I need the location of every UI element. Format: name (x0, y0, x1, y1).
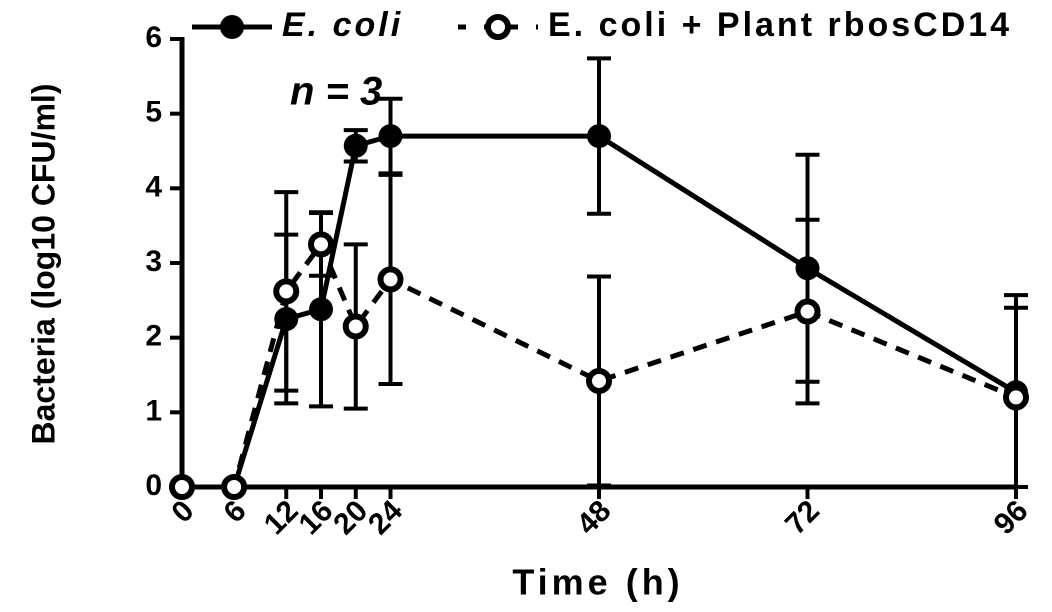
marker (587, 124, 611, 149)
marker (273, 278, 300, 305)
marker (309, 297, 333, 322)
marker (308, 231, 334, 258)
x-axis-label: Time (h) (512, 562, 683, 603)
marker (586, 367, 612, 394)
marker (794, 298, 821, 325)
marker (1003, 384, 1029, 411)
x-tick-label: 72 (779, 494, 826, 541)
legend-label: E. coli + Plant rbosCD14 (548, 6, 1012, 44)
marker (378, 124, 403, 149)
marker (377, 266, 404, 293)
y-axis-label: Bacteria (log10 CFU/ml) (25, 84, 61, 445)
y-tick-label: 5 (145, 96, 162, 129)
x-tick-label: 24 (362, 494, 409, 541)
legend-marker (485, 14, 511, 40)
y-tick-label: 3 (145, 245, 162, 278)
y-tick-label: 4 (145, 170, 162, 203)
y-tick-label: 0 (145, 469, 162, 502)
y-tick-label: 1 (145, 394, 162, 427)
annotation: n = 3 (290, 70, 382, 114)
marker (169, 474, 195, 500)
y-tick-label: 2 (145, 320, 162, 353)
legend-label: E. coli (282, 6, 403, 44)
x-tick-label: 48 (571, 494, 618, 541)
marker (342, 313, 369, 340)
x-tick-label: 96 (988, 494, 1035, 541)
marker (221, 474, 248, 500)
y-tick-label: 6 (145, 21, 162, 54)
marker (343, 133, 368, 158)
legend-marker (220, 15, 244, 39)
